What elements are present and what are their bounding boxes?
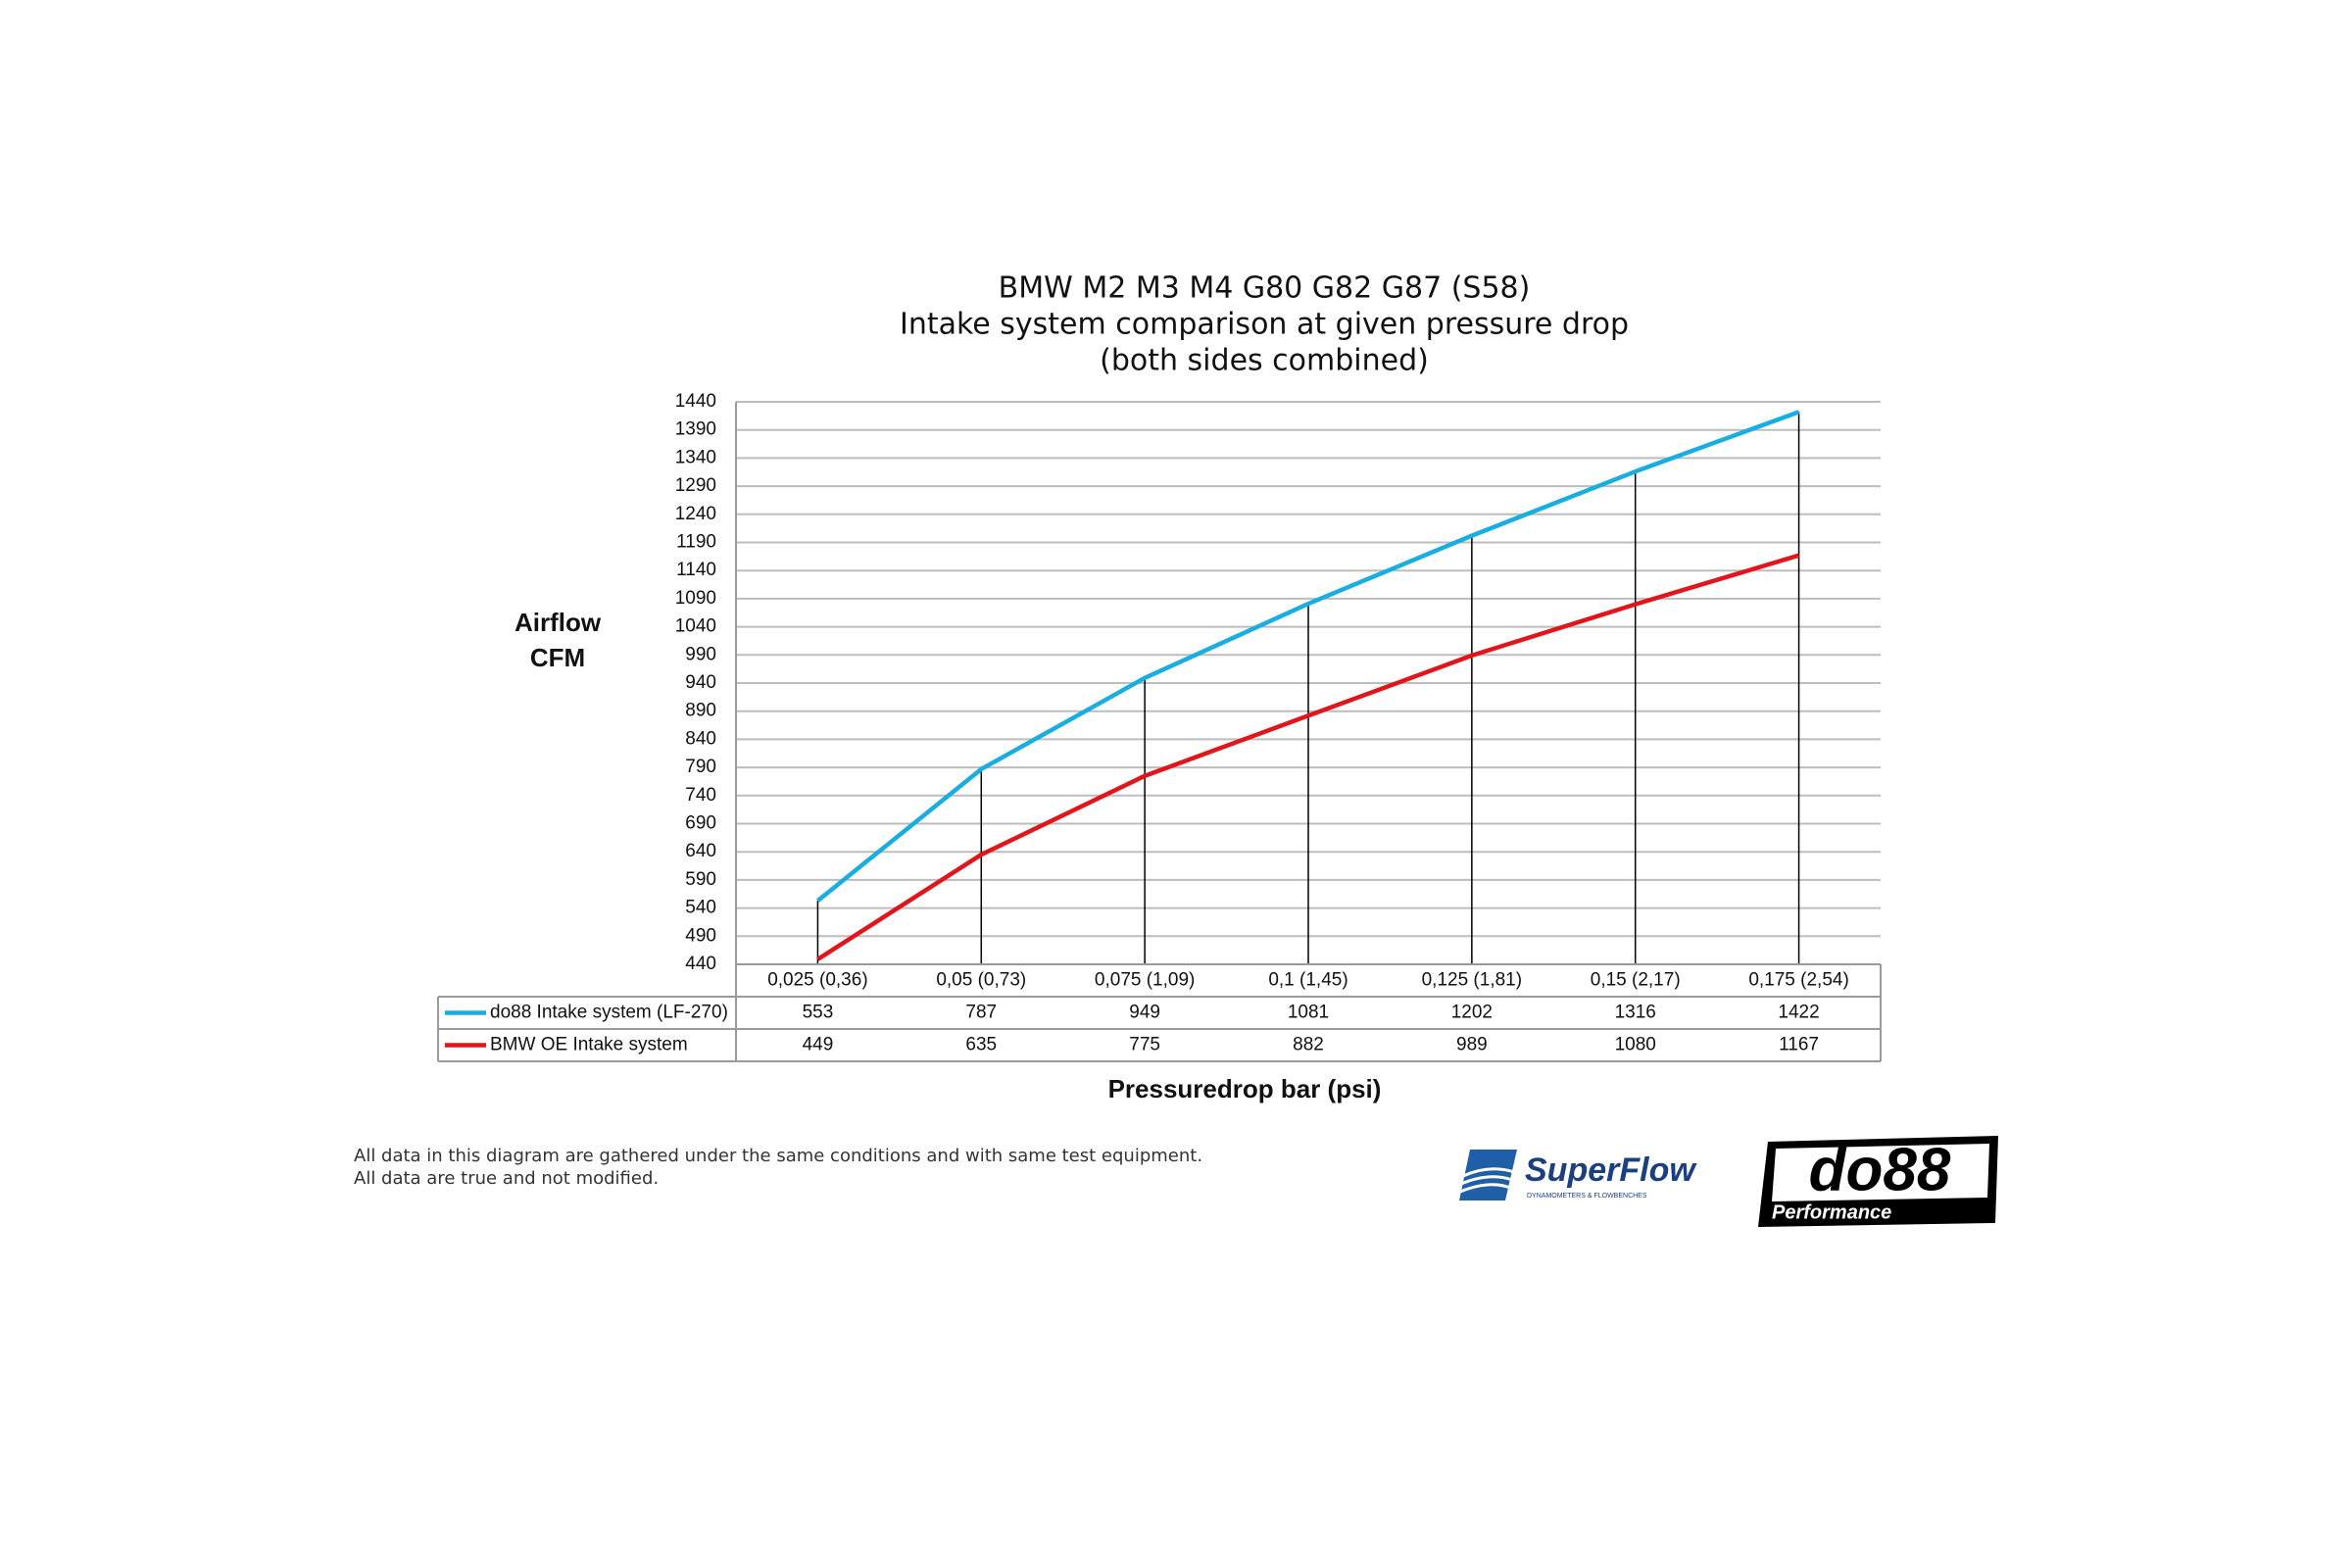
y-tick-label: 1240 [675,504,716,524]
table-value: 553 [803,1003,834,1023]
y-tick-label: 1140 [676,560,716,580]
logo-text: do88 [1809,1136,1951,1203]
logo-tagline: Performance [1772,1201,1891,1223]
y-tick-label: 590 [685,869,716,890]
series-line [816,553,1800,961]
y-tick-label: 540 [685,898,716,918]
x-tick-label: 0,1 (1,45) [1268,970,1348,991]
y-tick-label: 1290 [675,475,716,496]
y-tick-label: 840 [685,728,716,749]
y-tick-label: 790 [685,757,716,777]
y-tick-label: 1190 [676,532,716,553]
superflow-logo: SuperFlow DYNAMOMETERS & FLOWBENCHES [1459,1150,1697,1200]
legend-label: BMW OE Intake system [490,1035,688,1055]
table-value: 949 [1129,1003,1160,1023]
logo-panel [1772,1144,1989,1201]
footnote: All data are true and not modified. [354,1168,659,1189]
y-tick-label: 1390 [675,419,716,440]
y-tick-label: 490 [685,925,716,946]
series-line [816,410,1800,903]
y-tick-label: 1040 [675,616,716,637]
do88-logo: do88 Performance [1758,1136,1998,1227]
y-tick-label: 640 [685,841,716,861]
y-tick-label: 940 [685,672,716,693]
table-value: 1316 [1615,1003,1656,1023]
y-tick-label: 1440 [675,391,716,412]
y-axis-label: Airflow [514,608,602,637]
y-tick-label: 440 [685,954,716,974]
logo-stripes [1459,1167,1515,1194]
chart-subtitle: (both sides combined) [1100,344,1429,378]
chart-title: BMW M2 M3 M4 G80 G82 G87 (S58) [999,271,1531,306]
logo-tagline: DYNAMOMETERS & FLOWBENCHES [1527,1193,1647,1200]
table-value: 775 [1129,1035,1160,1055]
table-value: 635 [965,1035,997,1055]
x-tick-label: 0,05 (0,73) [936,970,1026,991]
y-tick-label: 990 [685,644,716,664]
table-value: 449 [803,1035,834,1055]
y-axis-label: CFM [530,643,585,672]
x-tick-label: 0,175 (2,54) [1748,970,1848,991]
x-tick-label: 0,125 (1,81) [1422,970,1522,991]
y-tick-label: 1090 [675,588,716,609]
table-value: 1167 [1779,1035,1819,1055]
x-tick-label: 0,15 (2,17) [1591,970,1681,991]
legend-label: do88 Intake system (LF-270) [490,1003,728,1023]
table-value: 1422 [1778,1003,1819,1023]
table-value: 1081 [1288,1003,1329,1023]
x-axis-label: Pressuredrop bar (psi) [1108,1074,1382,1103]
logo-text: SuperFlow [1525,1152,1697,1189]
x-tick-label: 0,075 (1,09) [1095,970,1195,991]
x-tick-label: 0,025 (0,36) [767,970,867,991]
table-value: 1202 [1451,1003,1493,1023]
y-tick-label: 890 [685,701,716,721]
footnote: All data in this diagram are gathered un… [354,1146,1202,1166]
table-value: 787 [965,1003,997,1023]
y-tick-label: 1340 [675,447,716,467]
table-value: 882 [1293,1035,1324,1055]
table-value: 1080 [1615,1035,1656,1055]
y-tick-label: 690 [685,813,716,834]
table-value: 989 [1456,1035,1488,1055]
chart-subtitle: Intake system comparison at given pressu… [900,308,1629,342]
y-tick-label: 740 [685,785,716,806]
